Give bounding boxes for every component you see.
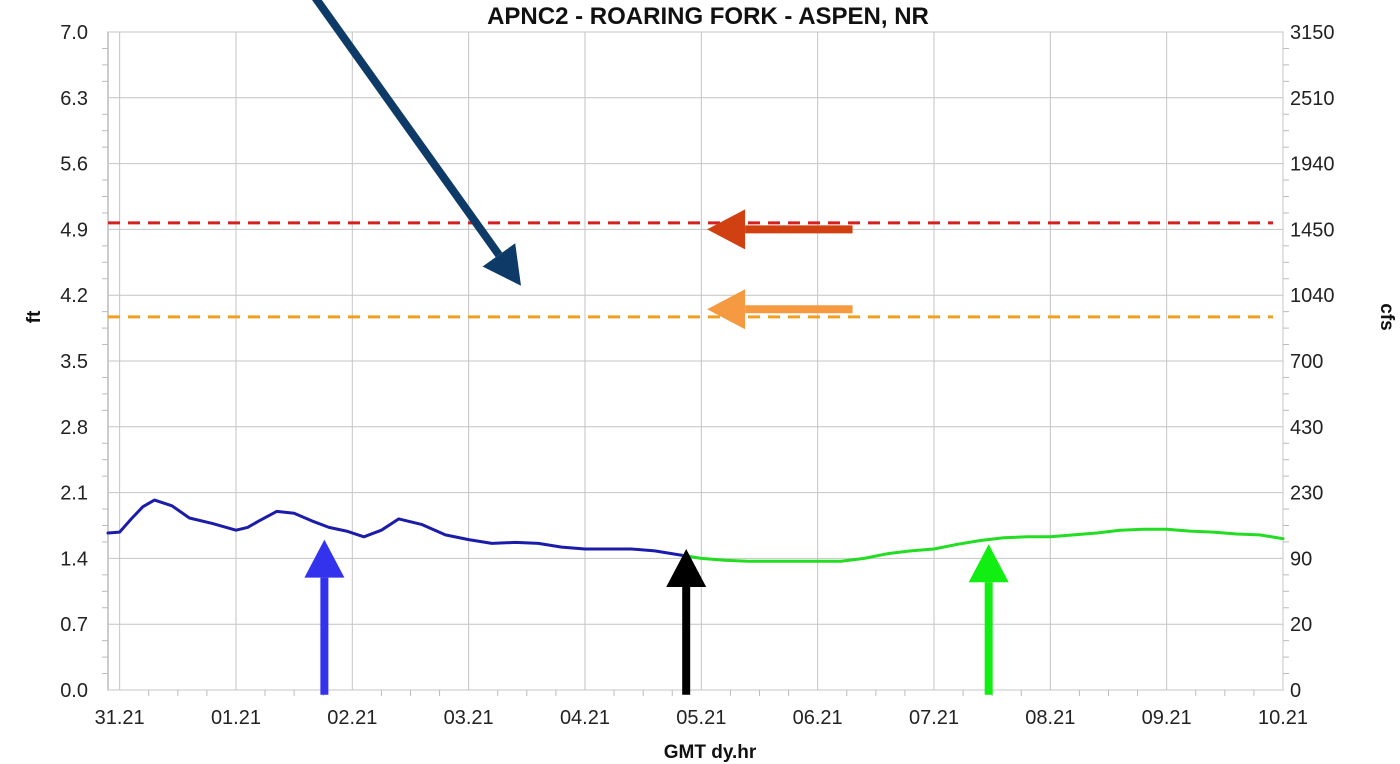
x-tick-label: 04.21 bbox=[560, 707, 610, 729]
annotation-arrow-head bbox=[707, 209, 746, 250]
y-tick-label-left: 4.2 bbox=[60, 285, 88, 307]
x-tick-label: 31.21 bbox=[95, 707, 145, 729]
annotation-arrow-head bbox=[304, 539, 345, 578]
y-axis-title-right: cfs bbox=[1376, 303, 1397, 330]
y-tick-label-right: 0 bbox=[1290, 680, 1301, 702]
observed-series-line bbox=[106, 498, 686, 558]
x-tick-label: 05.21 bbox=[676, 707, 726, 729]
y-tick-label-right: 2510 bbox=[1290, 88, 1335, 110]
y-axis-title-left: ft bbox=[24, 310, 45, 323]
annotation-arrow-head bbox=[482, 243, 521, 286]
x-tick-label: 10.21 bbox=[1258, 707, 1308, 729]
x-tick-label: 01.21 bbox=[211, 707, 261, 729]
y-tick-label-right: 230 bbox=[1290, 483, 1323, 505]
x-tick-label: 08.21 bbox=[1025, 707, 1075, 729]
y-tick-label-right: 1940 bbox=[1290, 154, 1335, 176]
x-tick-label: 07.21 bbox=[909, 707, 959, 729]
y-tick-label-left: 3.5 bbox=[60, 351, 88, 373]
x-tick-label: 06.21 bbox=[793, 707, 843, 729]
annotation-arrow-head bbox=[666, 549, 707, 587]
grid bbox=[102, 31, 1289, 696]
y-tick-label-right: 430 bbox=[1290, 417, 1323, 439]
y-tick-label-right: 1040 bbox=[1290, 285, 1335, 307]
y-tick-label-left: 7.0 bbox=[60, 22, 88, 44]
annotation-arrow-shaft bbox=[312, 0, 503, 258]
y-tick-label-left: 2.1 bbox=[60, 483, 88, 505]
chart-title: APNC2 - ROARING FORK - ASPEN, NR bbox=[487, 3, 929, 30]
y-tick-label-right: 1450 bbox=[1290, 219, 1335, 241]
annotation-arrow-head bbox=[707, 289, 746, 330]
threshold-lines bbox=[108, 221, 1273, 319]
tick-labels: 0.0 0 0.7 20 1.4 90 2.1 230 2.8 430 3.5 700 4.2 1040 4… bbox=[60, 22, 1334, 729]
y-tick-label-left: 5.6 bbox=[60, 154, 88, 176]
x-tick-label: 09.21 bbox=[1142, 707, 1192, 729]
x-tick-label: 02.21 bbox=[327, 707, 377, 729]
y-tick-label-left: 0.0 bbox=[60, 680, 88, 702]
y-tick-label-left: 1.4 bbox=[60, 548, 88, 570]
series-lines bbox=[106, 498, 1285, 563]
y-tick-label-left: 6.3 bbox=[60, 88, 88, 110]
annotation-arrows bbox=[304, 0, 1009, 695]
y-tick-label-right: 3150 bbox=[1290, 22, 1335, 44]
forecast-series-line bbox=[682, 527, 1285, 563]
y-tick-label-left: 2.8 bbox=[60, 417, 88, 439]
y-tick-label-left: 0.7 bbox=[60, 614, 88, 636]
x-axis-title: GMT dy.hr bbox=[664, 742, 757, 763]
x-tick-label: 03.21 bbox=[444, 707, 494, 729]
y-tick-label-left: 4.9 bbox=[60, 219, 88, 241]
y-tick-label-right: 90 bbox=[1290, 548, 1312, 570]
annotation-arrow-head bbox=[968, 544, 1009, 583]
y-tick-label-right: 700 bbox=[1290, 351, 1323, 373]
y-tick-label-right: 20 bbox=[1290, 614, 1312, 636]
